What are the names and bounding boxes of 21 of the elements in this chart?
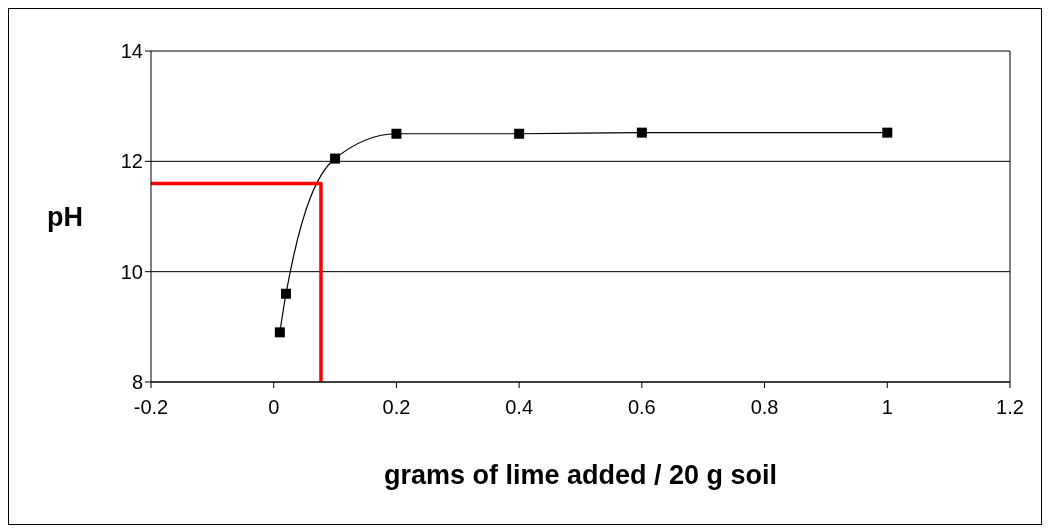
y-tick-label: 14 xyxy=(120,40,143,63)
x-axis-title: grams of lime added / 20 g soil xyxy=(383,460,778,490)
x-tick-label: -0.2 xyxy=(133,396,169,419)
point xyxy=(330,153,341,164)
x-tick-label: 1.2 xyxy=(996,396,1024,419)
point xyxy=(514,128,525,139)
x-tick-label: 0 xyxy=(268,396,280,419)
x-tick-label: 0.6 xyxy=(627,396,656,419)
point xyxy=(274,327,285,338)
y-tick-label: 12 xyxy=(120,150,143,173)
y-axis-title: pH xyxy=(47,202,83,233)
x-tick-label: 0.8 xyxy=(750,396,779,419)
x-tick-label: 1 xyxy=(881,396,893,419)
y-tick-label: 10 xyxy=(120,260,143,283)
point xyxy=(391,128,402,139)
point xyxy=(636,127,647,138)
point xyxy=(280,288,291,299)
x-tick-label: 0.4 xyxy=(505,396,534,419)
x-tick-label: 0.2 xyxy=(382,396,411,419)
point xyxy=(882,127,893,138)
y-tick-label: 8 xyxy=(131,371,143,394)
